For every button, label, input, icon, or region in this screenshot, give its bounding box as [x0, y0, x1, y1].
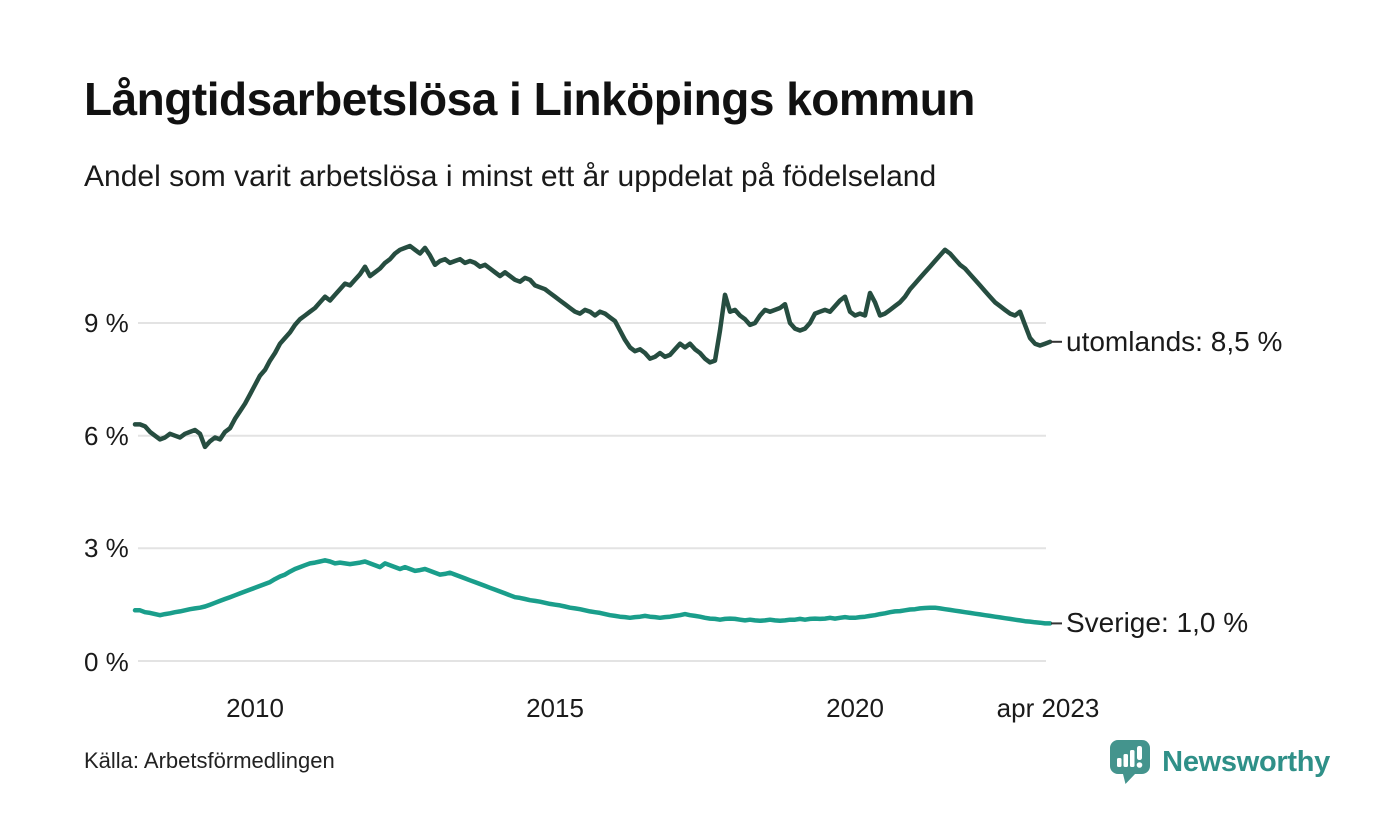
series-end-label-utomlands: utomlands: 8,5 %	[1066, 326, 1283, 357]
newsworthy-logo-text: Newsworthy	[1162, 745, 1330, 778]
x-tick-label-apr-2023: apr 2023	[996, 693, 1100, 723]
x-tick-label-2015: 2015	[526, 693, 584, 723]
x-tick-label-2010: 2010	[226, 693, 284, 723]
y-tick-label-3: 3 %	[84, 533, 129, 563]
y-tick-label-9: 9 %	[84, 308, 129, 338]
chart-subtitle: Andel som varit arbetslösa i minst ett å…	[84, 160, 937, 193]
newsworthy-logo-icon	[1110, 740, 1151, 784]
x-tick-label-2020: 2020	[826, 693, 884, 723]
chart-title: Långtidsarbetslösa i Linköpings kommun	[84, 73, 975, 125]
source-credit: Källa: Arbetsförmedlingen	[84, 748, 335, 773]
newsworthy-brand: Newsworthy	[1108, 738, 1330, 786]
y-tick-label-6: 6 %	[84, 421, 129, 451]
y-tick-label-0: 0 %	[84, 647, 129, 677]
series-end-label-sverige: Sverige: 1,0 %	[1066, 607, 1249, 638]
